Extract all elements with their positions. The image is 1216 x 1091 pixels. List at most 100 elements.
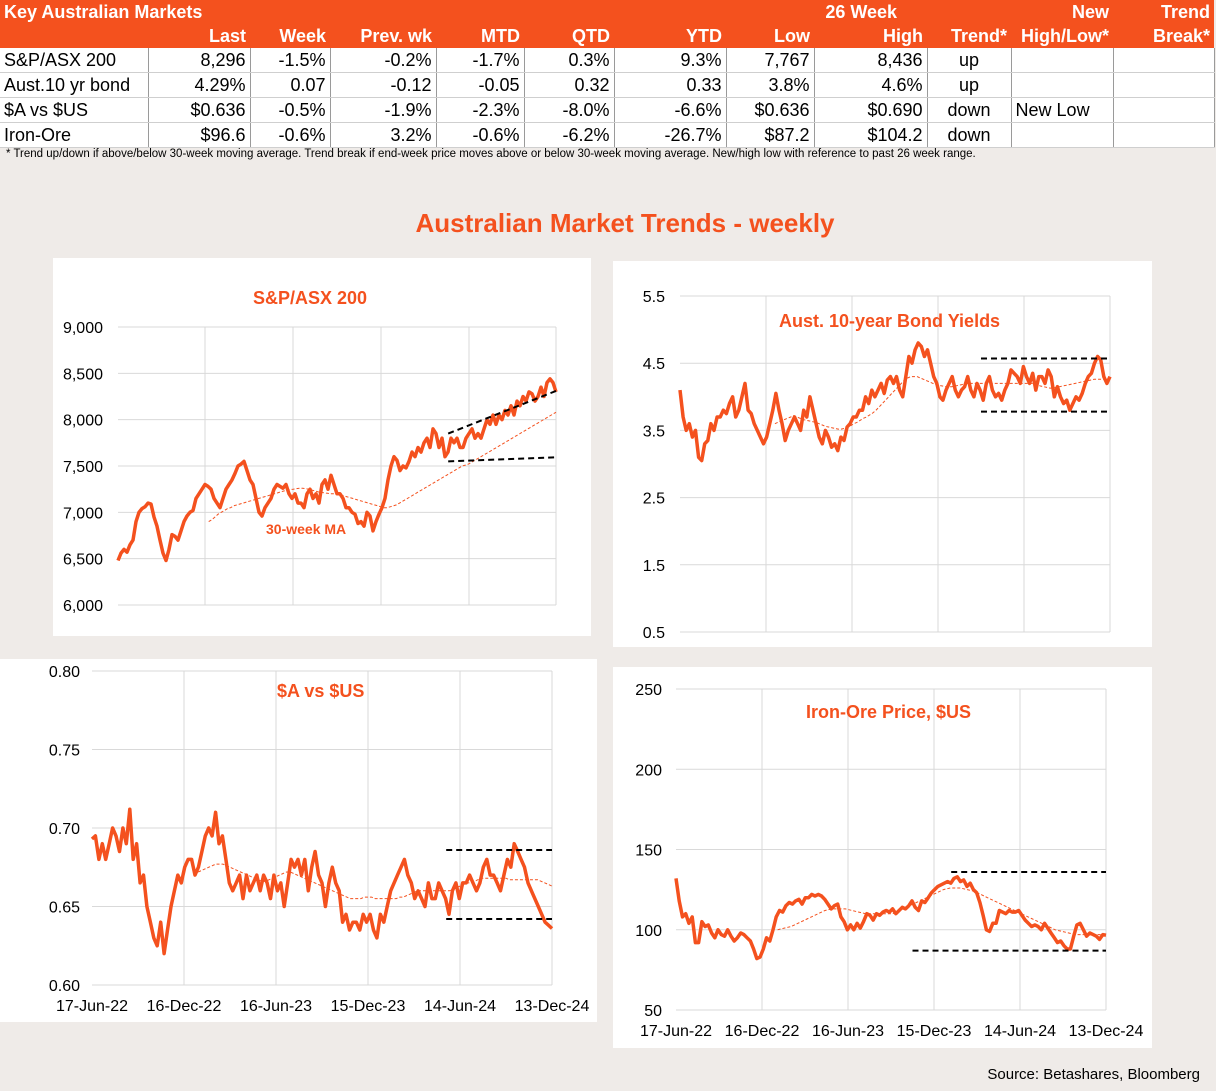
chart-bond: 0.5 1.5 2.5 3.5 4.5 5.5 — [643, 289, 1112, 642]
y-tick-label: 1.5 — [643, 558, 665, 575]
table-row: Iron-Ore $96.6 -0.6% 3.2% -0.6% -6.2% -2… — [0, 122, 1215, 148]
series-line — [90, 807, 554, 956]
y-tick-label: 50 — [644, 1003, 662, 1020]
x-tick-label: 15-Dec-23 — [331, 998, 406, 1015]
row-week: -1.5% — [250, 48, 331, 73]
x-tick-label: 17-Jun-22 — [640, 1023, 712, 1040]
row-trend: down — [927, 122, 1012, 148]
header-newhl-2: High/Low* — [1011, 24, 1114, 48]
row-last: $96.6 — [148, 122, 251, 148]
table-row: $A vs $US $0.636 -0.5% -1.9% -2.3% -8.0%… — [0, 97, 1215, 123]
chart-asx: 6,000 6,500 7,000 7,500 8,000 8,500 9,000 30-we… — [63, 320, 558, 615]
header-qtd: QTD — [524, 24, 615, 48]
y-tick-label: 8,500 — [63, 366, 103, 383]
chart-panel-asx: S&P/ASX 200 6,000 6,500 7,000 7,500 8,000 8,5… — [53, 258, 591, 636]
series-line — [678, 341, 1112, 463]
row-ytd: 9.3% — [614, 48, 727, 73]
header-week: Week — [250, 24, 331, 48]
table-row: S&P/ASX 200 8,296 -1.5% -0.2% -1.7% 0.3%… — [0, 48, 1215, 73]
source-note: Source: Betashares, Bloomberg — [987, 1066, 1200, 1083]
y-tick-label: 0.5 — [643, 625, 665, 642]
y-tick-label: 3.5 — [643, 423, 665, 440]
row-high: $104.2 — [814, 122, 928, 148]
row-mtd: -0.6% — [436, 122, 525, 148]
row-break — [1113, 72, 1215, 98]
moving-average-line — [777, 887, 1106, 936]
y-tick-label: 250 — [635, 682, 662, 699]
row-prev: 3.2% — [330, 122, 437, 148]
row-prev: -0.12 — [330, 72, 437, 98]
chart-aud: 0.60 0.65 0.70 0.75 0.80 17-Jun-22 16-Dec-22 16… — [49, 664, 590, 1015]
row-newhl: New Low — [1011, 97, 1114, 123]
row-break — [1113, 122, 1215, 148]
header-high: High — [814, 24, 928, 48]
chart-iron: 50 100 150 200 250 17-Jun-22 16-Dec-22 16-Jun-2… — [635, 682, 1144, 1040]
row-newhl — [1011, 122, 1114, 148]
row-name: S&P/ASX 200 — [0, 48, 149, 73]
row-trend: up — [927, 48, 1012, 73]
x-tick-label: 16-Dec-22 — [147, 998, 222, 1015]
y-tick-label: 5.5 — [643, 289, 665, 306]
ma-annotation: 30-week MA — [266, 521, 346, 537]
y-tick-label: 7,000 — [63, 505, 103, 522]
row-low: 3.8% — [726, 72, 815, 98]
header-prev: Prev. wk — [330, 24, 437, 48]
y-tick-label: 0.75 — [49, 743, 80, 760]
header-break-1: Trend — [1113, 0, 1215, 24]
series-line — [674, 875, 1107, 961]
chart-title: S&P/ASX 200 — [253, 288, 368, 308]
y-tick-label: 8,000 — [63, 413, 103, 430]
row-low: 7,767 — [726, 48, 815, 73]
x-tick-label: 13-Dec-24 — [1069, 1023, 1144, 1040]
y-tick-label: 0.70 — [49, 821, 80, 838]
row-mtd: -2.3% — [436, 97, 525, 123]
table-header-row-2: Last Week Prev. wk MTD QTD YTD Low High … — [0, 24, 1215, 48]
y-tick-label: 4.5 — [643, 356, 665, 373]
y-tick-label: 200 — [635, 762, 662, 779]
header-low: Low — [726, 24, 815, 48]
header-mtd: MTD — [436, 24, 525, 48]
range-low-line — [448, 456, 557, 463]
y-tick-label: 100 — [635, 923, 662, 940]
row-mtd: -1.7% — [436, 48, 525, 73]
row-prev: -0.2% — [330, 48, 437, 73]
x-tick-label: 16-Jun-23 — [812, 1023, 884, 1040]
row-name: $A vs $US — [0, 97, 149, 123]
moving-average-line — [197, 863, 553, 900]
row-newhl — [1011, 48, 1114, 73]
x-tick-label: 13-Dec-24 — [515, 998, 590, 1015]
header-last: Last — [148, 24, 250, 48]
row-mtd: -0.05 — [436, 72, 525, 98]
y-tick-label: 0.80 — [49, 664, 80, 681]
row-break — [1113, 97, 1215, 123]
row-ytd: -6.6% — [614, 97, 727, 123]
y-tick-label: 6,500 — [63, 552, 103, 569]
row-ytd: -26.7% — [614, 122, 727, 148]
row-prev: -1.9% — [330, 97, 437, 123]
chart-panel-bond: Aust. 10-year Bond Yields 0.5 1.5 2.5 3.5 4.… — [613, 261, 1152, 647]
row-last: $0.636 — [148, 97, 251, 123]
row-name: Aust.10 yr bond — [0, 72, 149, 98]
moving-average-line — [774, 376, 1110, 430]
x-tick-label: 14-Jun-24 — [984, 1023, 1056, 1040]
row-week: -0.6% — [250, 122, 331, 148]
range-high-line — [447, 390, 557, 435]
chart-panel-iron: Iron-Ore Price, $US 50 100 150 200 250 17-Jun… — [613, 667, 1152, 1048]
row-last: 8,296 — [148, 48, 251, 73]
y-tick-label: 7,500 — [63, 459, 103, 476]
y-tick-label: 150 — [635, 843, 662, 860]
table-title: Key Australian Markets — [0, 0, 331, 24]
header-trend: Trend* — [927, 24, 1012, 48]
y-tick-label: 2.5 — [643, 491, 665, 508]
row-high: $0.690 — [814, 97, 928, 123]
row-break — [1113, 48, 1215, 73]
y-tick-label: 9,000 — [63, 320, 103, 337]
chart-title: $A vs $US — [277, 681, 365, 701]
page-title: Australian Market Trends - weekly — [415, 208, 835, 238]
row-last: 4.29% — [148, 72, 251, 98]
table-row: Aust.10 yr bond 4.29% 0.07 -0.12 -0.05 0… — [0, 72, 1215, 98]
table-footnote: * Trend up/down if above/below 30-week m… — [6, 148, 976, 160]
x-tick-label: 15-Dec-23 — [897, 1023, 972, 1040]
header-ytd: YTD — [614, 24, 727, 48]
row-trend: down — [927, 97, 1012, 123]
